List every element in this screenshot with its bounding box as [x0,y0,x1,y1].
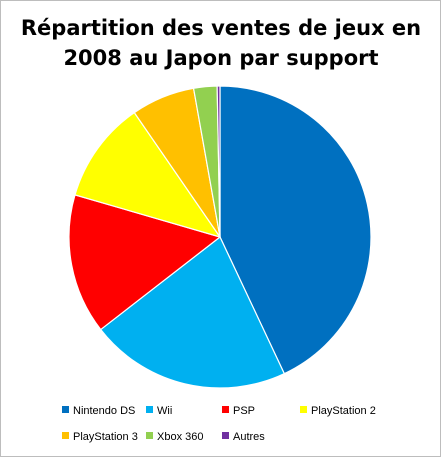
legend-label-nintendo-ds: Nintendo DS [73,405,136,417]
legend-item-playstation-3: PlayStation 3 [62,430,138,444]
legend-item-wii: Wii [146,404,172,418]
legend-item-playstation-2: PlayStation 2 [300,404,376,418]
legend-swatch-wii [146,406,153,413]
legend-swatch-xbox-360 [146,432,153,439]
legend-swatch-autres [222,432,229,439]
pie-slices [68,85,372,389]
legend-label-psp: PSP [233,405,256,417]
legend-label-wii: Wii [157,405,173,417]
legend-label-xbox-360: Xbox 360 [157,431,204,443]
legend-label-autres: Autres [233,431,265,443]
legend-label-playstation-3: PlayStation 3 [73,431,138,443]
legend-swatch-playstation-2 [300,406,307,413]
legend-item-nintendo-ds: Nintendo DS [62,404,135,418]
pie-slice-wii [100,236,285,389]
chart-title: Répartition des ventes de jeux en 2008 a… [20,16,422,70]
legend-item-psp: PSP [222,404,255,418]
pie-slice-nintendo-ds [219,85,372,375]
legend-item-autres: Autres [222,430,265,444]
legend-swatch-playstation-3 [62,432,69,439]
pie-slice-psp [68,194,221,331]
legend-swatch-nintendo-ds [62,406,69,413]
legend-swatch-psp [222,406,229,413]
legend-item-xbox-360: Xbox 360 [146,430,203,444]
pie-slice-autres [216,85,221,238]
legend-label-playstation-2: PlayStation 2 [311,405,376,417]
pie-slice-playstation-2 [74,112,221,238]
